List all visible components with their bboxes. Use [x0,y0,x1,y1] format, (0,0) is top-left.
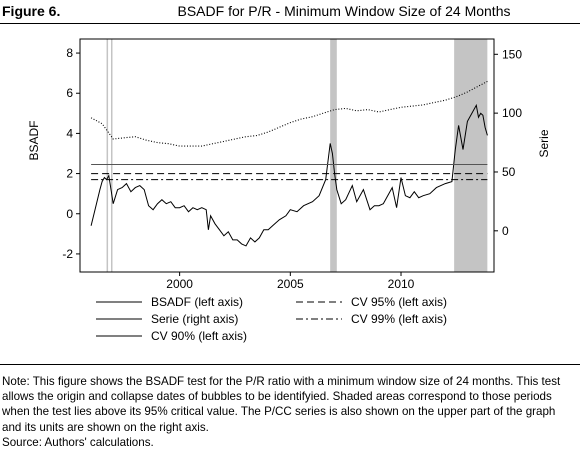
y-left-tick-label: 4 [66,126,73,140]
note-text: Note: This figure shows the BSADF test f… [2,375,561,434]
y-left-axis-label: BSADF [27,120,41,160]
y-right-tick-label: 0 [502,224,509,238]
y-right-tick-label: 50 [502,165,516,179]
source-text: Source: Authors' calculations. [2,435,154,449]
y-right-tick-label: 100 [502,106,522,120]
shaded-period-2 [330,39,337,272]
y-left-tick-label: 0 [66,207,73,221]
figure-note: Note: This figure shows the BSADF test f… [2,374,576,450]
shaded-period-0 [106,39,109,272]
series-line-0 [90,103,488,247]
x-tick-label: 2005 [277,277,304,291]
legend-label: CV 95% (left axis) [351,295,447,309]
figure-label: Figure 6. [2,3,61,19]
legend-label: Serie (right axis) [151,312,238,326]
plot-frame [79,38,495,273]
y-left-tick-label: -2 [62,247,73,261]
note-rule [0,364,580,365]
bsadf-chart: -2 0 2 4 6 8 0 50 100 150 2000 2005 2010 BSADF Serie BS… [27,38,551,343]
shaded-period-1 [110,39,113,272]
y-left-tick-label: 8 [66,46,73,60]
series-line-1 [90,80,488,147]
y-right-tick-label: 150 [502,47,522,61]
y-left-tick-label: 6 [66,86,73,100]
legend-label: CV 99% (left axis) [351,312,447,326]
figure-title: BSADF for P/R - Minimum Window Size of 2… [177,3,511,19]
top-rule [0,23,580,24]
legend-label: CV 90% (left axis) [151,329,247,343]
x-tick-label: 2000 [166,277,193,291]
legend-label: BSADF (left axis) [151,295,243,309]
y-left-tick-label: 2 [66,167,73,181]
y-right-axis-label: Serie [537,129,551,157]
shaded-period-3 [454,39,488,272]
x-tick-label: 2010 [388,277,415,291]
figure-header: Figure 6. BSADF for P/R - Minimum Window… [0,0,580,22]
